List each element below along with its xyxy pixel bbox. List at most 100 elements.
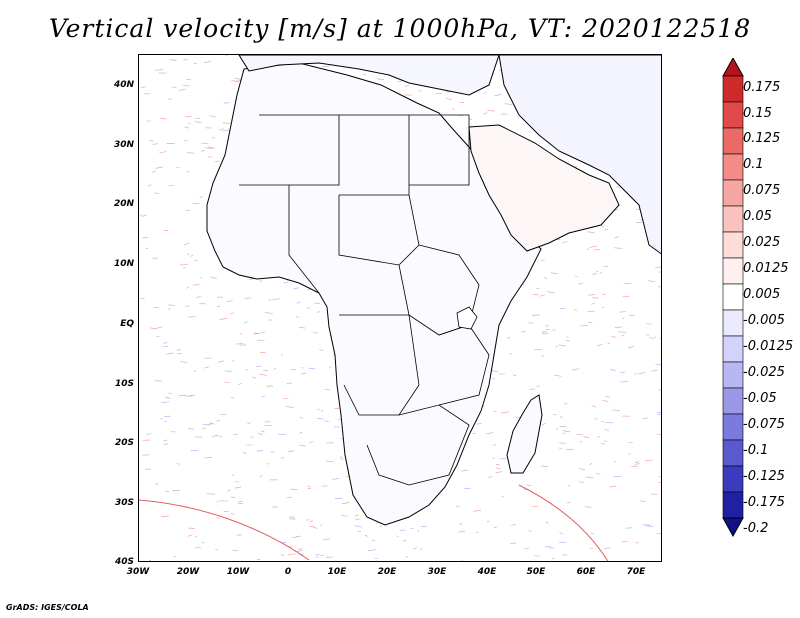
field-speck — [534, 554, 540, 557]
field-speck — [287, 450, 295, 453]
field-speck — [526, 484, 532, 486]
field-speck — [234, 486, 242, 489]
field-speck — [256, 450, 264, 452]
field-speck — [532, 293, 539, 296]
field-speck — [565, 339, 570, 342]
field-speck — [215, 434, 219, 437]
field-speck — [586, 248, 590, 251]
field-speck — [163, 443, 169, 445]
field-speck — [402, 540, 406, 542]
colorbar-segment — [722, 439, 744, 467]
field-speck — [289, 518, 296, 520]
field-speck — [567, 484, 571, 487]
field-speck — [245, 369, 249, 371]
field-speck — [252, 376, 257, 379]
field-speck — [286, 496, 292, 499]
colorbar-label: -0.2 — [743, 521, 769, 536]
field-speck — [155, 483, 159, 485]
field-speck — [541, 333, 549, 335]
field-speck — [509, 353, 513, 355]
field-speck — [417, 529, 420, 532]
field-speck — [208, 146, 216, 149]
field-speck — [259, 475, 263, 478]
field-speck — [600, 442, 606, 445]
field-speck — [166, 352, 174, 355]
lon-label-60e: 60E — [576, 567, 596, 577]
field-speck — [651, 370, 656, 372]
field-speck — [317, 408, 320, 411]
field-speck — [528, 530, 532, 532]
field-speck — [492, 370, 499, 373]
field-speck — [202, 423, 210, 426]
field-speck — [476, 422, 482, 425]
lat-label-10n: 10N — [113, 259, 134, 269]
field-speck — [201, 149, 206, 152]
field-speck — [622, 317, 625, 320]
colorbar-segment — [722, 283, 744, 311]
field-speck — [504, 103, 513, 106]
lon-label-40e: 40E — [477, 567, 497, 577]
field-speck — [143, 214, 147, 217]
field-speck — [186, 78, 191, 81]
field-speck — [299, 326, 306, 329]
field-speck — [584, 506, 592, 508]
field-speck — [242, 451, 247, 454]
field-speck — [226, 129, 230, 131]
field-speck — [210, 276, 217, 279]
field-speck — [404, 84, 409, 88]
field-speck — [546, 291, 555, 294]
field-speck — [172, 86, 177, 89]
field-speck — [610, 369, 616, 372]
colorbar-segment — [722, 491, 744, 519]
field-speck — [656, 433, 661, 435]
footer-credit: GrADS: IGES/COLA — [6, 603, 89, 612]
field-speck — [463, 487, 472, 490]
field-speck — [469, 118, 473, 121]
field-speck — [253, 332, 260, 335]
field-speck — [313, 526, 318, 529]
field-speck — [325, 460, 334, 463]
colorbar-segment — [722, 75, 744, 103]
field-speck — [495, 467, 501, 469]
colorbar-segment — [722, 127, 744, 155]
field-speck — [550, 272, 558, 274]
field-speck — [323, 420, 330, 423]
colorbar-label: -0.05 — [743, 391, 777, 406]
field-speck — [597, 436, 601, 438]
field-speck — [178, 394, 187, 397]
field-speck — [339, 456, 344, 458]
field-speck — [216, 305, 221, 308]
field-speck — [483, 112, 488, 115]
field-speck — [139, 215, 144, 217]
lon-label-10w: 10W — [226, 567, 250, 577]
field-speck — [183, 59, 188, 61]
field-speck — [248, 278, 254, 281]
lat-label-20n: 20N — [113, 199, 134, 209]
lat-label-40n: 40N — [113, 80, 134, 90]
field-speck — [272, 298, 280, 301]
field-speck — [571, 368, 580, 371]
field-speck — [263, 369, 269, 372]
field-speck — [562, 241, 568, 244]
field-speck — [459, 560, 464, 561]
field-speck — [173, 555, 176, 558]
field-speck — [309, 441, 314, 444]
field-speck — [540, 465, 548, 468]
field-speck — [585, 476, 594, 479]
colorbar-segment — [722, 205, 744, 233]
field-speck — [216, 419, 220, 422]
field-speck — [315, 555, 319, 558]
field-speck — [223, 102, 230, 104]
field-speck — [612, 409, 620, 412]
colorbar-label: 0.05 — [743, 209, 772, 224]
field-speck — [473, 509, 481, 512]
field-speck — [629, 314, 635, 317]
field-speck — [578, 481, 584, 484]
field-speck — [259, 373, 267, 376]
field-speck — [247, 421, 252, 425]
lon-label-30e: 30E — [427, 567, 447, 577]
colorbar-label: -0.175 — [743, 495, 785, 510]
field-speck — [593, 249, 601, 251]
field-speck — [178, 89, 184, 91]
field-speck — [193, 283, 200, 286]
